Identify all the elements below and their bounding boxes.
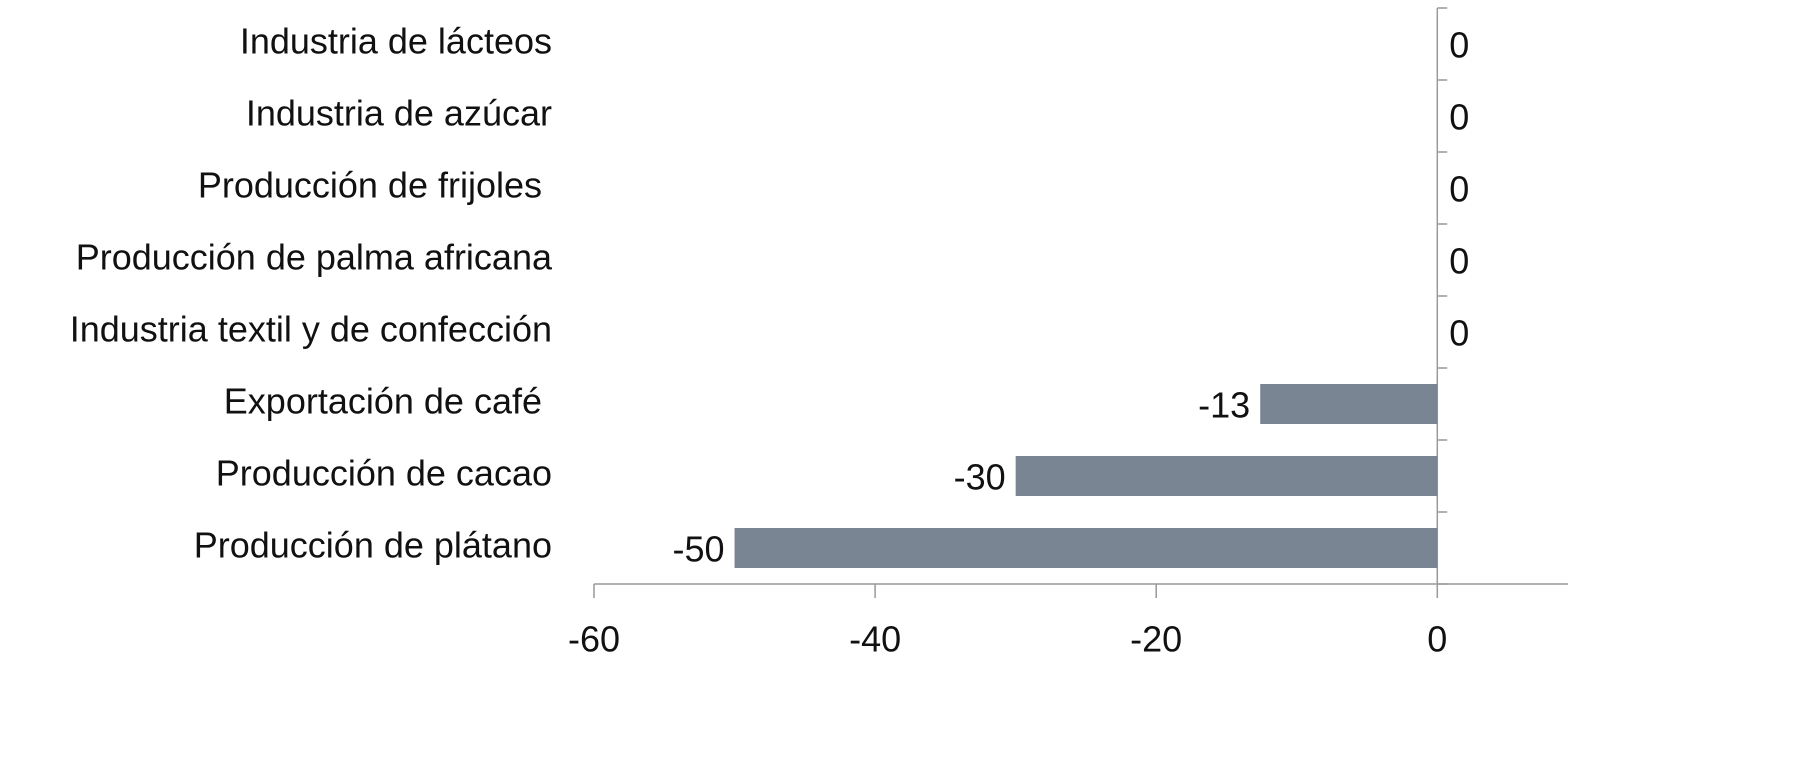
value-label: 0 [1449,97,1469,138]
y-tick-label: Producción de frijoles [198,165,552,206]
value-label: 0 [1449,241,1469,282]
value-label: 0 [1449,169,1469,210]
value-label: -13 [1198,385,1250,426]
value-label: -30 [954,457,1006,498]
value-label: 0 [1449,25,1469,66]
y-tick-label: Producción de palma africana [76,237,553,278]
y-tick-label: Industria textil y de confección [70,309,552,350]
x-tick-label: -60 [568,619,620,660]
y-tick-label: Industria de azúcar [246,93,552,134]
bar [1015,456,1438,496]
bar [1260,384,1438,424]
value-label: 0 [1449,313,1469,354]
x-tick-label: -20 [1130,619,1182,660]
y-tick-label: Industria de lácteos [240,21,552,62]
x-tick-label: -40 [849,619,901,660]
bar [734,528,1438,568]
value-label: -50 [673,529,725,570]
x-tick-label: 0 [1427,619,1447,660]
y-tick-label: Producción de cacao [216,453,552,494]
y-tick-label: Producción de plátano [194,525,552,566]
y-tick-label: Exportación de café [224,381,552,422]
